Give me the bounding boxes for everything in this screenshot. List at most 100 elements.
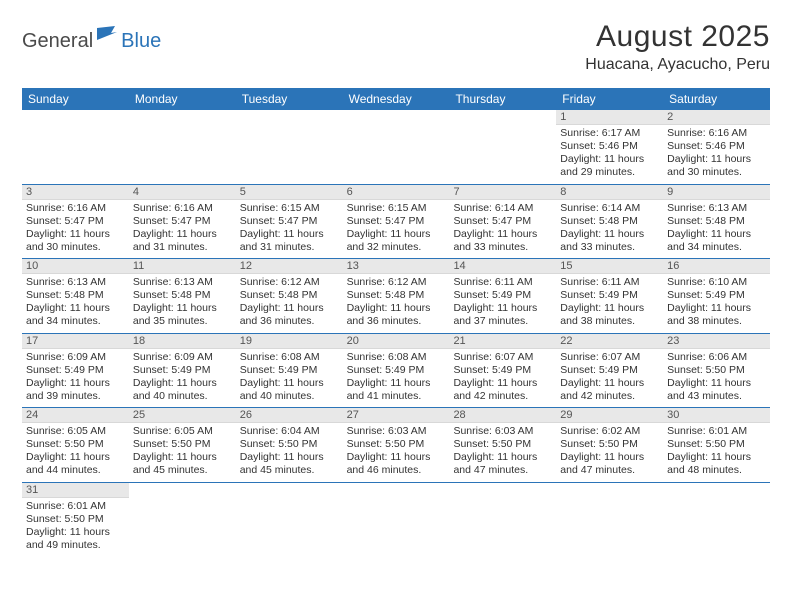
day-details: Sunrise: 6:01 AMSunset: 5:50 PMDaylight:… — [22, 498, 129, 557]
sunset: Sunset: 5:46 PM — [560, 140, 659, 153]
sunrise: Sunrise: 6:14 AM — [560, 202, 659, 215]
daylight: Daylight: 11 hours and 30 minutes. — [26, 228, 125, 254]
day-details: Sunrise: 6:11 AMSunset: 5:49 PMDaylight:… — [556, 274, 663, 333]
day-details: Sunrise: 6:08 AMSunset: 5:49 PMDaylight:… — [236, 349, 343, 408]
day-details: Sunrise: 6:03 AMSunset: 5:50 PMDaylight:… — [449, 423, 556, 482]
day-details: Sunrise: 6:08 AMSunset: 5:49 PMDaylight:… — [343, 349, 450, 408]
sunrise: Sunrise: 6:11 AM — [453, 276, 552, 289]
day-number — [129, 110, 236, 112]
page-header: General Blue August 2025 Huacana, Ayacuc… — [22, 20, 770, 74]
sunrise: Sunrise: 6:04 AM — [240, 425, 339, 438]
day-header: Monday — [129, 88, 236, 110]
sunset: Sunset: 5:49 PM — [26, 364, 125, 377]
day-number: 22 — [556, 334, 663, 349]
daylight: Daylight: 11 hours and 38 minutes. — [560, 302, 659, 328]
calendar: SundayMondayTuesdayWednesdayThursdayFrid… — [22, 88, 770, 556]
day-details: Sunrise: 6:05 AMSunset: 5:50 PMDaylight:… — [22, 423, 129, 482]
sunset: Sunset: 5:47 PM — [453, 215, 552, 228]
sunset: Sunset: 5:49 PM — [560, 364, 659, 377]
daylight: Daylight: 11 hours and 37 minutes. — [453, 302, 552, 328]
daylight: Daylight: 11 hours and 48 minutes. — [667, 451, 766, 477]
sunrise: Sunrise: 6:06 AM — [667, 351, 766, 364]
day-number — [236, 110, 343, 112]
calendar-day — [449, 110, 556, 184]
daylight: Daylight: 11 hours and 33 minutes. — [560, 228, 659, 254]
calendar-day: 5Sunrise: 6:15 AMSunset: 5:47 PMDaylight… — [236, 185, 343, 259]
daylight: Daylight: 11 hours and 34 minutes. — [667, 228, 766, 254]
day-number — [343, 110, 450, 112]
calendar-day: 18Sunrise: 6:09 AMSunset: 5:49 PMDayligh… — [129, 334, 236, 408]
sunrise: Sunrise: 6:02 AM — [560, 425, 659, 438]
sunset: Sunset: 5:48 PM — [133, 289, 232, 302]
day-details: Sunrise: 6:02 AMSunset: 5:50 PMDaylight:… — [556, 423, 663, 482]
day-details: Sunrise: 6:12 AMSunset: 5:48 PMDaylight:… — [236, 274, 343, 333]
day-details: Sunrise: 6:07 AMSunset: 5:49 PMDaylight:… — [449, 349, 556, 408]
sunrise: Sunrise: 6:09 AM — [133, 351, 232, 364]
day-number — [556, 483, 663, 485]
sunrise: Sunrise: 6:03 AM — [347, 425, 446, 438]
calendar-day: 9Sunrise: 6:13 AMSunset: 5:48 PMDaylight… — [663, 185, 770, 259]
daylight: Daylight: 11 hours and 36 minutes. — [240, 302, 339, 328]
sunrise: Sunrise: 6:09 AM — [26, 351, 125, 364]
day-header: Tuesday — [236, 88, 343, 110]
calendar-day: 6Sunrise: 6:15 AMSunset: 5:47 PMDaylight… — [343, 185, 450, 259]
calendar-week: 10Sunrise: 6:13 AMSunset: 5:48 PMDayligh… — [22, 259, 770, 334]
sunrise: Sunrise: 6:10 AM — [667, 276, 766, 289]
sunrise: Sunrise: 6:14 AM — [453, 202, 552, 215]
calendar-day: 11Sunrise: 6:13 AMSunset: 5:48 PMDayligh… — [129, 259, 236, 333]
calendar-day: 4Sunrise: 6:16 AMSunset: 5:47 PMDaylight… — [129, 185, 236, 259]
calendar-day: 31Sunrise: 6:01 AMSunset: 5:50 PMDayligh… — [22, 483, 129, 557]
calendar-day: 19Sunrise: 6:08 AMSunset: 5:49 PMDayligh… — [236, 334, 343, 408]
day-details: Sunrise: 6:10 AMSunset: 5:49 PMDaylight:… — [663, 274, 770, 333]
daylight: Daylight: 11 hours and 47 minutes. — [453, 451, 552, 477]
day-number: 8 — [556, 185, 663, 200]
daylight: Daylight: 11 hours and 33 minutes. — [453, 228, 552, 254]
day-number: 12 — [236, 259, 343, 274]
sunrise: Sunrise: 6:05 AM — [26, 425, 125, 438]
day-number: 13 — [343, 259, 450, 274]
sunset: Sunset: 5:50 PM — [26, 513, 125, 526]
sunset: Sunset: 5:48 PM — [26, 289, 125, 302]
day-number: 2 — [663, 110, 770, 125]
location: Huacana, Ayacucho, Peru — [585, 56, 770, 74]
day-number — [22, 110, 129, 112]
day-details: Sunrise: 6:16 AMSunset: 5:47 PMDaylight:… — [22, 200, 129, 259]
calendar-day: 26Sunrise: 6:04 AMSunset: 5:50 PMDayligh… — [236, 408, 343, 482]
daylight: Daylight: 11 hours and 45 minutes. — [133, 451, 232, 477]
day-number — [663, 483, 770, 485]
calendar-day — [663, 483, 770, 557]
sunset: Sunset: 5:50 PM — [667, 438, 766, 451]
day-number — [449, 110, 556, 112]
calendar-day — [236, 110, 343, 184]
day-details: Sunrise: 6:09 AMSunset: 5:49 PMDaylight:… — [129, 349, 236, 408]
calendar-header-row: SundayMondayTuesdayWednesdayThursdayFrid… — [22, 88, 770, 110]
sunset: Sunset: 5:48 PM — [667, 215, 766, 228]
sunset: Sunset: 5:47 PM — [347, 215, 446, 228]
calendar-week: 24Sunrise: 6:05 AMSunset: 5:50 PMDayligh… — [22, 408, 770, 483]
day-details: Sunrise: 6:16 AMSunset: 5:46 PMDaylight:… — [663, 125, 770, 184]
calendar-week: 31Sunrise: 6:01 AMSunset: 5:50 PMDayligh… — [22, 483, 770, 557]
calendar-day — [449, 483, 556, 557]
calendar-day: 12Sunrise: 6:12 AMSunset: 5:48 PMDayligh… — [236, 259, 343, 333]
day-number: 27 — [343, 408, 450, 423]
sunrise: Sunrise: 6:07 AM — [453, 351, 552, 364]
daylight: Daylight: 11 hours and 38 minutes. — [667, 302, 766, 328]
calendar-day: 3Sunrise: 6:16 AMSunset: 5:47 PMDaylight… — [22, 185, 129, 259]
calendar-day: 28Sunrise: 6:03 AMSunset: 5:50 PMDayligh… — [449, 408, 556, 482]
sunset: Sunset: 5:47 PM — [26, 215, 125, 228]
calendar-day: 29Sunrise: 6:02 AMSunset: 5:50 PMDayligh… — [556, 408, 663, 482]
logo-text-1: General — [22, 30, 93, 53]
sunset: Sunset: 5:49 PM — [667, 289, 766, 302]
daylight: Daylight: 11 hours and 32 minutes. — [347, 228, 446, 254]
sunset: Sunset: 5:47 PM — [240, 215, 339, 228]
day-header: Saturday — [663, 88, 770, 110]
day-number: 18 — [129, 334, 236, 349]
day-details: Sunrise: 6:12 AMSunset: 5:48 PMDaylight:… — [343, 274, 450, 333]
daylight: Daylight: 11 hours and 30 minutes. — [667, 153, 766, 179]
daylight: Daylight: 11 hours and 29 minutes. — [560, 153, 659, 179]
daylight: Daylight: 11 hours and 47 minutes. — [560, 451, 659, 477]
sunrise: Sunrise: 6:03 AM — [453, 425, 552, 438]
day-number: 30 — [663, 408, 770, 423]
calendar-day: 27Sunrise: 6:03 AMSunset: 5:50 PMDayligh… — [343, 408, 450, 482]
sunrise: Sunrise: 6:16 AM — [133, 202, 232, 215]
